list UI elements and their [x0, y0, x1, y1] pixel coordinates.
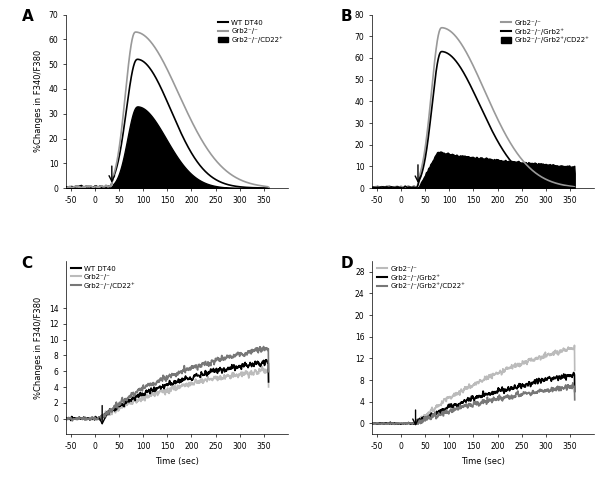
- X-axis label: Time (sec): Time (sec): [155, 456, 199, 466]
- X-axis label: Time (sec): Time (sec): [461, 456, 505, 466]
- Legend: WT DT40, Grb2⁻/⁻, Grb2⁻/⁻/CD22⁺: WT DT40, Grb2⁻/⁻, Grb2⁻/⁻/CD22⁺: [70, 264, 137, 290]
- Legend: Grb2⁻/⁻, Grb2⁻/⁻/Grb2⁺, Grb2⁻/⁻/Grb2⁺/CD22⁺: Grb2⁻/⁻, Grb2⁻/⁻/Grb2⁺, Grb2⁻/⁻/Grb2⁺/CD…: [376, 264, 466, 291]
- Legend: WT DT40, Grb2⁻/⁻, Grb2⁻/⁻/CD22⁺: WT DT40, Grb2⁻/⁻, Grb2⁻/⁻/CD22⁺: [217, 18, 284, 44]
- Y-axis label: %Changes in F340/F380: %Changes in F340/F380: [34, 297, 43, 399]
- Text: A: A: [22, 9, 34, 24]
- Text: B: B: [341, 9, 353, 24]
- Legend: Grb2⁻/⁻, Grb2⁻/⁻/Grb2⁺, Grb2⁻/⁻/Grb2⁺/CD22⁺: Grb2⁻/⁻, Grb2⁻/⁻/Grb2⁺, Grb2⁻/⁻/Grb2⁺/CD…: [500, 18, 590, 45]
- Text: C: C: [22, 256, 33, 271]
- Y-axis label: %Changes in F340/F380: %Changes in F340/F380: [34, 50, 43, 152]
- Text: D: D: [341, 256, 354, 271]
